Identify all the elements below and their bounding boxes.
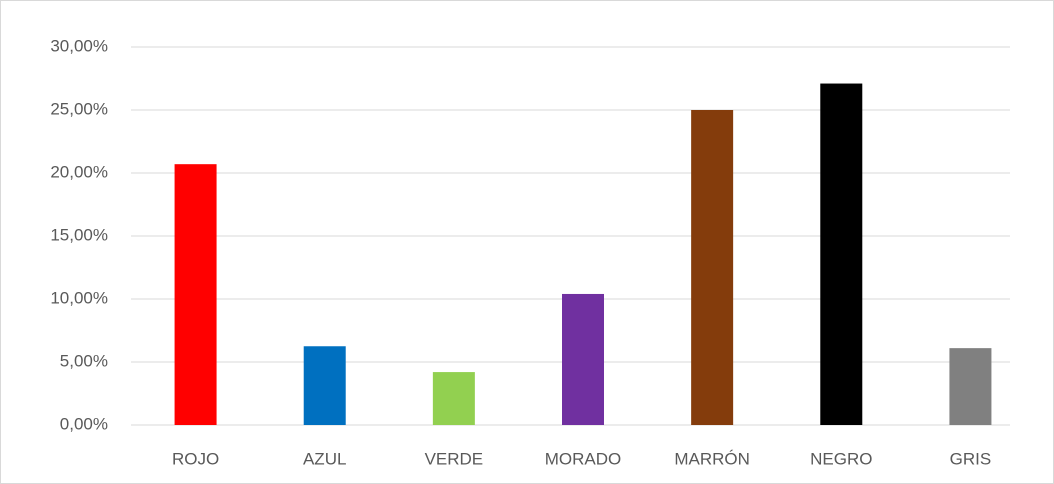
x-tick-label: MORADO — [545, 449, 622, 468]
bar — [303, 346, 346, 425]
x-tick-label: AZUL — [303, 449, 346, 468]
x-tick-label: NEGRO — [810, 449, 872, 468]
y-tick-label: 10,00% — [50, 288, 108, 307]
bar — [562, 293, 604, 425]
bar — [949, 348, 992, 425]
x-tick-label: ROJO — [172, 449, 219, 468]
y-tick-label: 0,00% — [60, 414, 108, 433]
y-tick-label: 25,00% — [50, 99, 108, 118]
bar — [432, 372, 475, 425]
x-tick-label: VERDE — [425, 449, 484, 468]
x-tick-label: GRIS — [950, 449, 992, 468]
bar — [691, 110, 734, 425]
y-tick-label: 20,00% — [50, 162, 108, 181]
x-tick-label: MARRÓN — [674, 449, 750, 468]
bar — [174, 164, 217, 425]
y-tick-label: 30,00% — [50, 36, 108, 55]
y-tick-label: 15,00% — [50, 225, 108, 244]
y-tick-label: 5,00% — [60, 351, 108, 370]
bar — [820, 83, 863, 425]
